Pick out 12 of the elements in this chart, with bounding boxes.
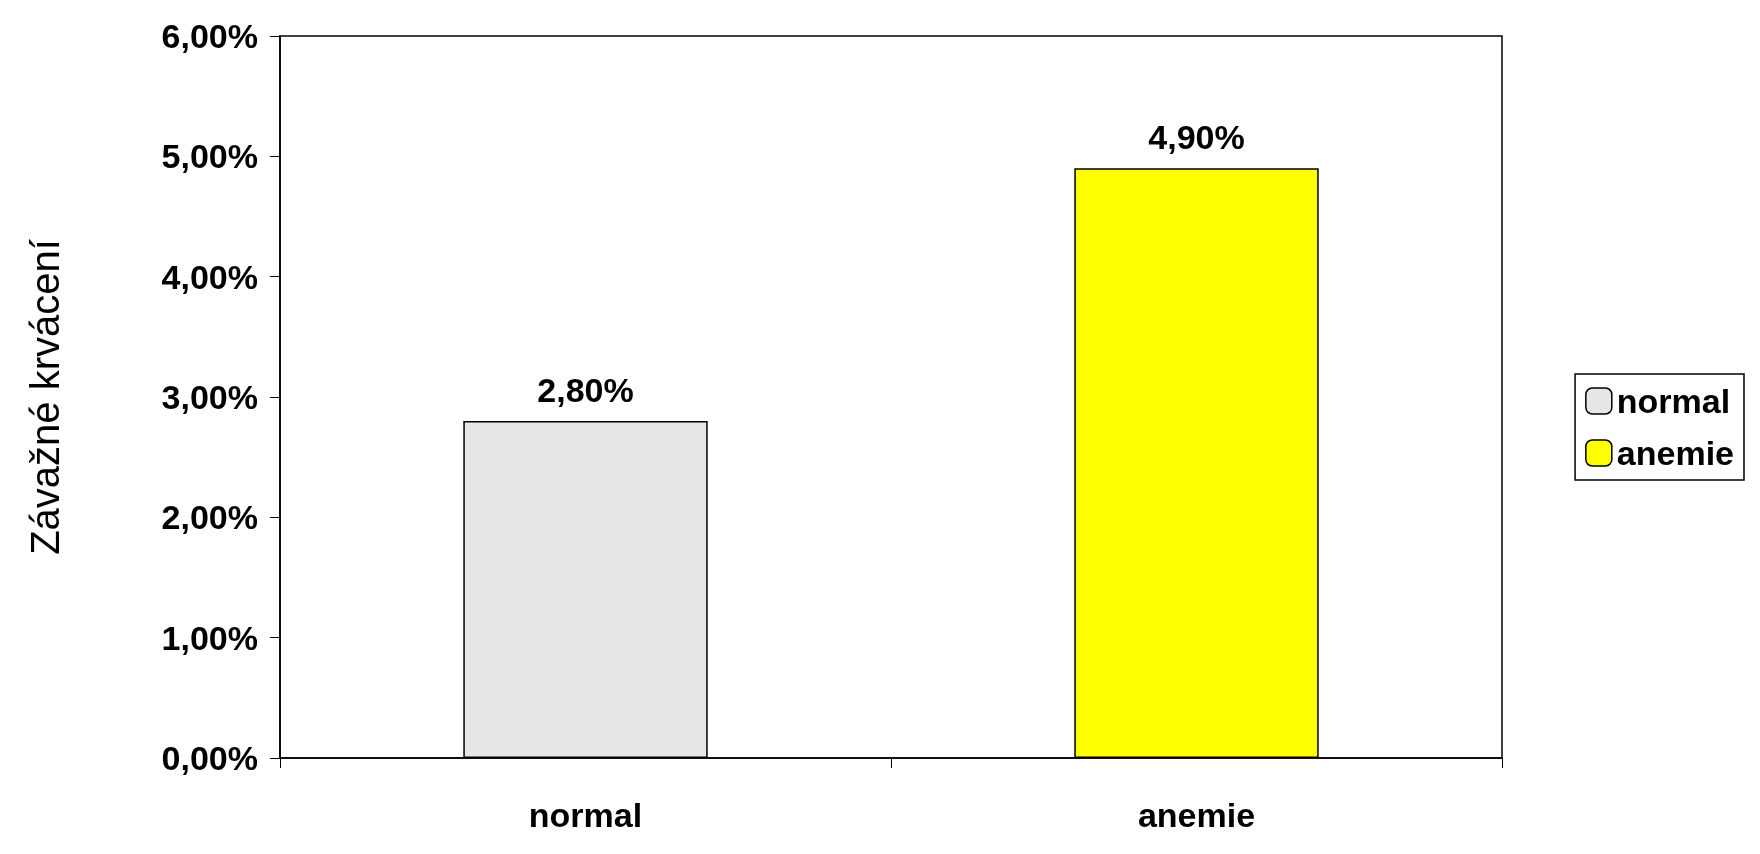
data-label: 4,90% — [1148, 118, 1245, 157]
y-tick-label: 1,00% — [161, 618, 258, 657]
y-tick-label: 0,00% — [161, 739, 258, 777]
y-tick-label: 2,00% — [161, 498, 258, 537]
legend-label: anemie — [1616, 434, 1735, 472]
y-tick-label: 3,00% — [161, 378, 258, 416]
y-tick-label: 4,00% — [161, 257, 258, 296]
data-label: 2,80% — [537, 371, 634, 410]
legend-label: normal — [1616, 382, 1731, 420]
y-axis-title: Závažné krvácení — [23, 239, 67, 555]
y-tick-label: 6,00% — [161, 17, 258, 55]
y-tick-label: 5,00% — [161, 137, 258, 176]
